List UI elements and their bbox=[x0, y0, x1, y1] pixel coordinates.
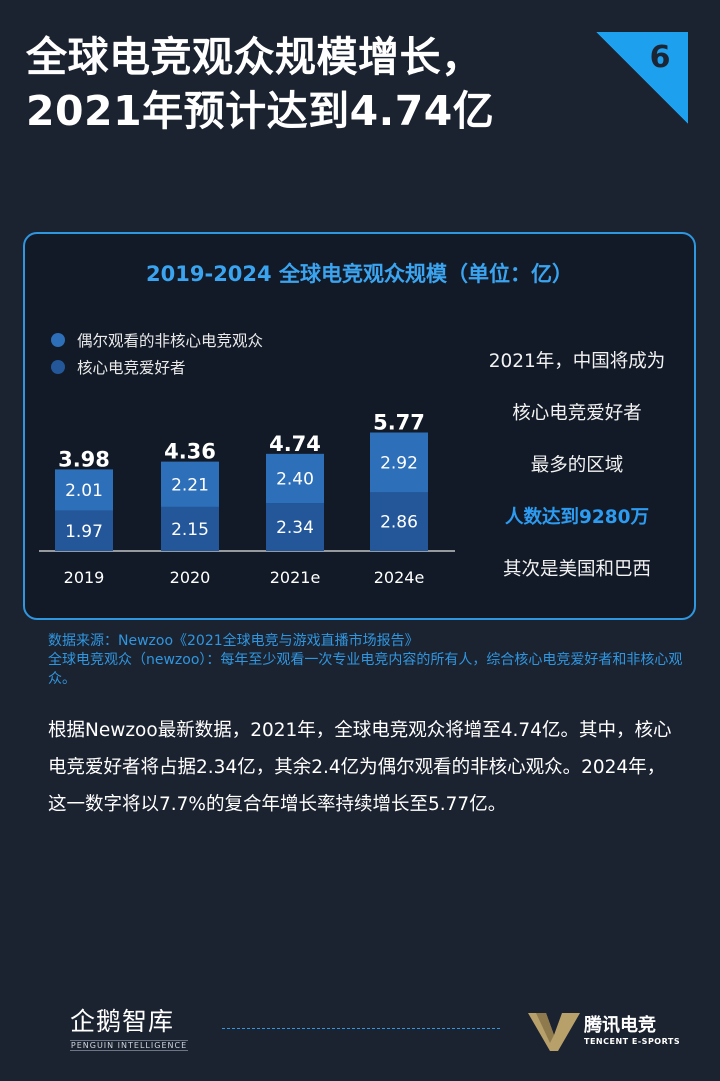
side-note: 2021年，中国将成为 核心电竞爱好者 最多的区域 人数达到9280万 其次是美… bbox=[467, 344, 687, 604]
label-core-2020: 2.15 bbox=[171, 520, 209, 540]
bar-casual-2024e bbox=[370, 432, 428, 493]
label-core-2021e: 2.34 bbox=[276, 518, 314, 538]
source-line-1: 数据来源：Newzoo《2021全球电竞与游戏直播市场报告》 bbox=[48, 633, 419, 649]
legend-label-core: 核心电竞爱好者 bbox=[77, 358, 186, 377]
x-tick-2020: 2020 bbox=[170, 568, 211, 587]
side-note-line-3: 最多的区域 bbox=[530, 455, 624, 476]
legend-item-core: 核心电竞爱好者 bbox=[51, 353, 263, 380]
label-casual-2020: 2.21 bbox=[171, 475, 209, 495]
chart-legend: 偶尔观看的非核心电竞观众 核心电竞爱好者 bbox=[51, 326, 263, 380]
source-line-2: 全球电竞观众（newzoo）：每年至少观看一次专业电竞内容的所有人，综合核心电竞… bbox=[48, 652, 683, 687]
label-core-2024e: 2.86 bbox=[380, 513, 418, 533]
label-casual-2024e: 2.92 bbox=[380, 453, 418, 473]
bar-casual-2019 bbox=[55, 469, 113, 511]
tencent-esports-logo: 腾讯电竞 TENCENT E-SPORTS bbox=[528, 1009, 688, 1053]
label-total-2019: 3.98 bbox=[58, 447, 110, 471]
page-number: 6 bbox=[649, 40, 671, 75]
page-number-flag bbox=[596, 32, 688, 124]
v-logo-icon bbox=[528, 1013, 580, 1051]
x-tick-2019: 2019 bbox=[64, 568, 105, 587]
label-casual-2019: 2.01 bbox=[65, 481, 103, 501]
x-tick-2021e: 2021e bbox=[270, 568, 321, 587]
body-paragraph: 根据Newzoo最新数据，2021年，全球电竞观众将增至4.74亿。其中，核心电… bbox=[48, 720, 672, 815]
legend-swatch-casual bbox=[51, 332, 65, 347]
bar-core-2019 bbox=[55, 510, 113, 551]
legend-item-casual: 偶尔观看的非核心电竞观众 bbox=[51, 326, 263, 353]
label-core-2019: 1.97 bbox=[65, 522, 103, 542]
bar-core-2024e bbox=[370, 492, 428, 551]
side-note-line-1: 2021年，中国将成为 bbox=[488, 351, 666, 372]
page-title-line-2: 2021年预计达到4.74亿 bbox=[26, 87, 495, 135]
label-total-2021e: 4.74 bbox=[269, 432, 321, 456]
label-total-2020: 4.36 bbox=[164, 440, 216, 464]
bar-casual-2021e bbox=[266, 453, 324, 504]
legend-label-casual: 偶尔观看的非核心电竞观众 bbox=[77, 331, 264, 350]
bar-chart: 1.97 2.01 3.98 2019 2.15 2.21 4.36 2020 2.34 2.40… bbox=[39, 411, 455, 587]
page-title: 全球电竞观众规模增长， 2021年预计达到4.74亿 bbox=[26, 30, 586, 138]
page-title-line-1: 全球电竞观众规模增长， bbox=[26, 33, 483, 81]
footer-divider bbox=[222, 1028, 500, 1029]
penguin-intelligence-logo: 企鹅智库 PENGUIN INTELLIGENCE bbox=[70, 1002, 210, 1051]
label-total-2024e: 5.77 bbox=[373, 411, 425, 435]
label-casual-2021e: 2.40 bbox=[276, 469, 314, 489]
bar-core-2020 bbox=[161, 506, 219, 551]
bar-core-2021e bbox=[266, 503, 324, 551]
bar-casual-2020 bbox=[161, 461, 219, 507]
data-source-note: 数据来源：Newzoo《2021全球电竞与游戏直播市场报告》 全球电竞观众（ne… bbox=[48, 632, 688, 689]
side-note-line-5: 其次是美国和巴西 bbox=[502, 559, 651, 580]
right-logo-en: TENCENT E-SPORTS bbox=[584, 1037, 681, 1046]
side-note-highlight: 人数达到9280万 bbox=[505, 507, 649, 528]
chart-panel: 2019-2024 全球电竞观众规模（单位：亿） 偶尔观看的非核心电竞观众 核心… bbox=[23, 232, 696, 620]
left-logo-cn: 企鹅智库 bbox=[70, 1007, 175, 1036]
side-note-line-2: 核心电竞爱好者 bbox=[512, 403, 642, 424]
left-logo-en: PENGUIN INTELLIGENCE bbox=[70, 1040, 188, 1051]
right-logo-cn: 腾讯电竞 bbox=[584, 1015, 656, 1036]
chart-title: 2019-2024 全球电竞观众规模（单位：亿） bbox=[146, 262, 573, 286]
x-tick-2024e: 2024e bbox=[374, 568, 425, 587]
legend-swatch-core bbox=[51, 359, 65, 374]
